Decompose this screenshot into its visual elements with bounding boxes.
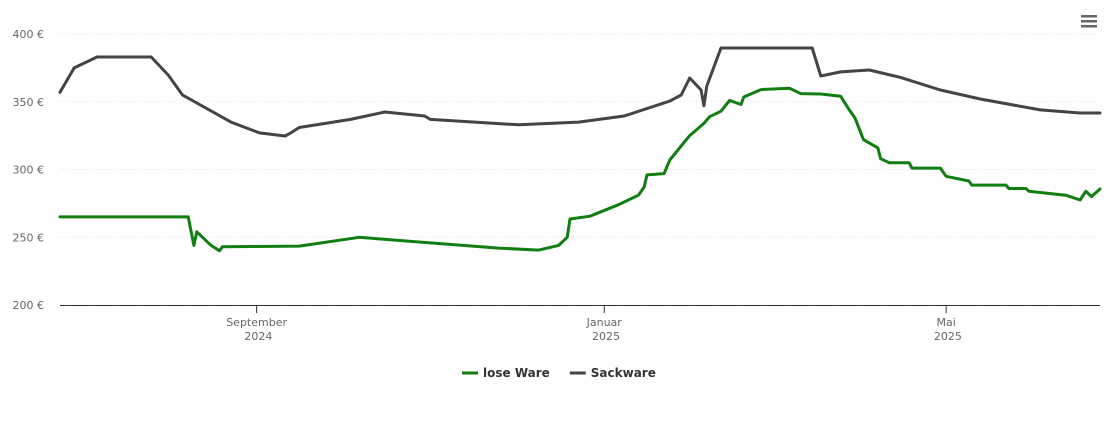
legend-label[interactable]: Sackware — [591, 366, 656, 380]
y-tick-label: 300 € — [13, 164, 45, 177]
data-line — [58, 46, 1102, 138]
x-tick-label: Januar 2025 — [586, 316, 623, 343]
x-tick-label: Mai 2025 — [930, 316, 962, 343]
x-tick-label: September 2024 — [226, 316, 287, 343]
y-tick-label: 400 € — [13, 28, 45, 41]
y-tick-label: 250 € — [13, 231, 45, 244]
y-tick-label: 200 € — [13, 299, 45, 312]
y-tick-label: 350 € — [13, 96, 45, 109]
menu-button[interactable] — [1078, 12, 1100, 32]
legend-label[interactable]: lose Ware — [483, 366, 550, 380]
data-line — [58, 86, 1102, 253]
